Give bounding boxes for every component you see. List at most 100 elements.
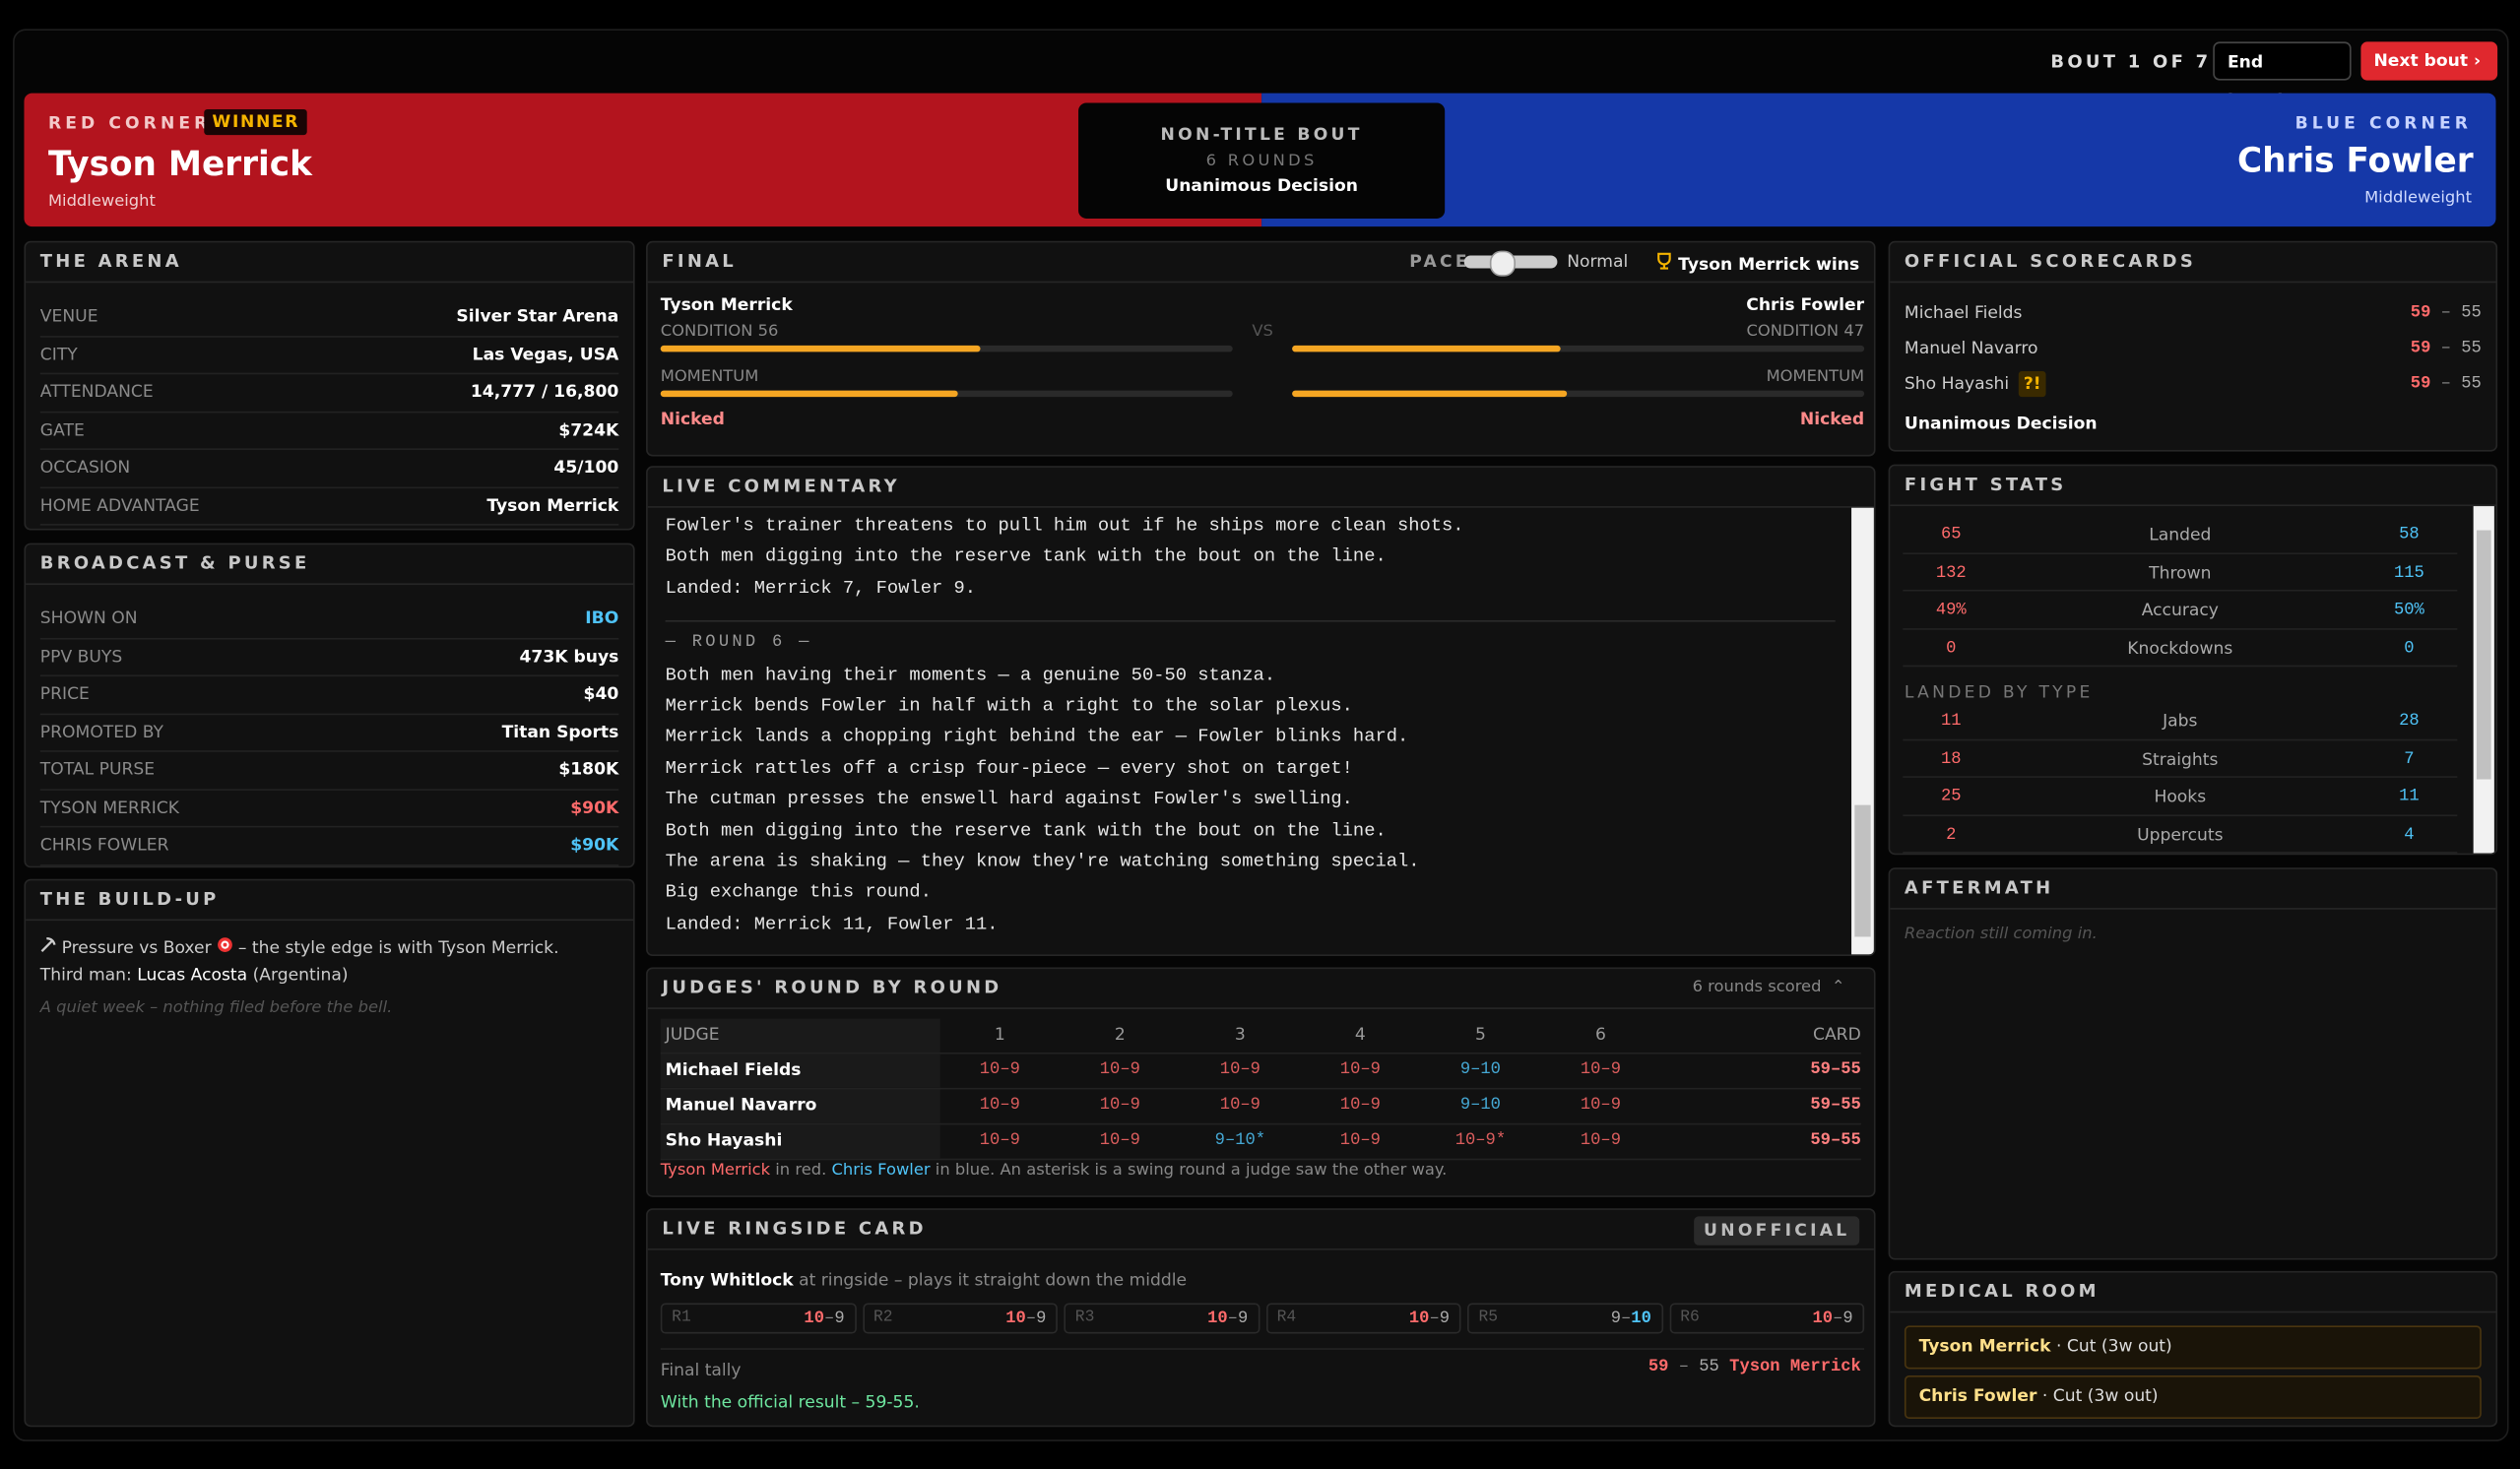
stat-label: Thrown xyxy=(2149,563,2212,583)
judge-name: Sho Hayashi xyxy=(1904,373,2010,394)
round-score: 10–9 xyxy=(804,1309,844,1328)
commentary-line: Merrick bends Fowler in half with a righ… xyxy=(665,695,1353,717)
rounds-scored[interactable]: 6 rounds scored ⌃ xyxy=(1692,978,1845,996)
judge-name: Manuel Navarro xyxy=(1904,338,2038,358)
momentum-bar xyxy=(660,390,1233,398)
blue-name: Chris Fowler xyxy=(2236,141,2474,180)
red-score: 10 xyxy=(1812,1309,1834,1328)
fighter-name: Chris Fowler xyxy=(1746,295,1865,315)
divider xyxy=(660,1348,1865,1350)
red-stat: 25 xyxy=(1940,787,1962,807)
judge-row: Michael Fields 10–9 10–9 10–9 10–9 9–10 10–9 59… xyxy=(660,1054,1861,1090)
scorecard-score: 59 – 55 xyxy=(2411,373,2482,393)
info-label: HOME ADVANTAGE xyxy=(39,495,200,516)
stat-label: Hooks xyxy=(2154,787,2207,807)
column-header: 6 xyxy=(1594,1025,1606,1045)
judge-name: Manuel Navarro xyxy=(660,1089,940,1123)
scroll-thumb[interactable] xyxy=(2476,530,2491,780)
condition-fill xyxy=(660,345,982,352)
red-score: 10 xyxy=(1005,1309,1026,1328)
commentary-log: Fowler's trainer threatens to pull him o… xyxy=(665,511,1836,940)
red-score: 10 xyxy=(1207,1309,1228,1328)
legend-red: Tyson Merrick xyxy=(660,1161,771,1180)
condition-value: 56 xyxy=(757,323,779,341)
red-name: Tyson Merrick xyxy=(47,144,312,184)
round-cell: R1 10–9 xyxy=(660,1303,857,1334)
info-label: TOTAL PURSE xyxy=(39,759,156,780)
round-score: 9–10 xyxy=(1459,1096,1501,1116)
condition-fill xyxy=(1292,345,1562,352)
score-sep: – xyxy=(1227,1309,1238,1328)
stat-row: 25 Hooks 11 xyxy=(1903,778,2458,816)
ringside-judge: Tony Whitlock at ringside – plays it str… xyxy=(661,1271,1187,1291)
bout-counter: BOUT 1 OF 7 xyxy=(2050,51,2212,73)
pace-thumb[interactable] xyxy=(1489,250,1516,277)
pace-value: Normal xyxy=(1567,252,1629,272)
panel-title: JUDGES' ROUND BY ROUND xyxy=(647,969,1874,1009)
next-bout-button[interactable]: Next bout › xyxy=(2360,41,2498,81)
blue-stat: 115 xyxy=(2393,563,2424,583)
scrollbar[interactable] xyxy=(2473,506,2494,854)
round-score: 10–9 xyxy=(979,1130,1020,1151)
momentum-fill xyxy=(1292,390,1567,398)
round-label: R3 xyxy=(1074,1309,1095,1328)
info-label: PRICE xyxy=(39,684,90,704)
pace-slider[interactable] xyxy=(1463,250,1558,277)
pace-label: PACE xyxy=(1409,252,1470,272)
stat-label: Uppercuts xyxy=(2137,825,2224,845)
injury: · Cut (3w out) xyxy=(2036,1386,2159,1406)
commentary-line: The arena is shaking — they know they're… xyxy=(665,852,1420,873)
round-score: 10–9 xyxy=(979,1096,1020,1116)
round-score: 9–10* xyxy=(1214,1130,1266,1151)
info-label: GATE xyxy=(39,419,85,440)
ringside-rounds: R1 10–9 R2 10–9 R3 10–9 R4 10–9 R5 9–10 R6 10–9 xyxy=(660,1303,1865,1334)
blue-stat: 58 xyxy=(2399,525,2420,545)
blue-score: 55 xyxy=(2461,338,2482,358)
tally-winner: Tyson Merrick xyxy=(1729,1358,1861,1377)
bout-type: NON-TITLE BOUT xyxy=(1160,125,1363,145)
scroll-thumb[interactable] xyxy=(1854,804,1871,937)
red-fighter: Tyson Merrick CONDITION 56 MOMENTUM Nicked xyxy=(660,295,1233,429)
round-score: 9–10 xyxy=(1611,1309,1651,1328)
judge-note: at ringside – plays it straight down the… xyxy=(793,1270,1188,1291)
info-row: PRICE $40 xyxy=(39,676,619,715)
commentary-line: Big exchange this round. xyxy=(665,882,932,904)
blue-score: 9 xyxy=(834,1309,845,1328)
info-label: TYSON MERRICK xyxy=(39,798,180,817)
red-stat: 65 xyxy=(1940,525,1962,545)
info-label: PPV BUYS xyxy=(39,646,123,667)
blue-score: 9 xyxy=(1237,1309,1249,1328)
info-value: $90K xyxy=(570,798,619,817)
final-panel: FINAL PACE Normal Tyson Merrick wins VS … xyxy=(646,240,1876,457)
judges-panel: JUDGES' ROUND BY ROUND 6 rounds scored ⌃… xyxy=(646,967,1876,1197)
info-row: CITY Las Vegas, USA xyxy=(39,337,619,375)
info-row: HOME ADVANTAGE Tyson Merrick xyxy=(39,487,619,526)
stat-row: 0 Knockdowns 0 xyxy=(1903,629,2458,668)
info-row: OCCASION 45/100 xyxy=(39,450,619,488)
scorecard-score: 59 – 55 xyxy=(2411,303,2482,323)
injury: · Cut (3w out) xyxy=(2050,1336,2172,1357)
judge-row: Sho Hayashi 10–9 10–9 9–10* 10–9 10–9* 10–9 59–… xyxy=(660,1124,1861,1161)
info-row: SHOWN ON IBO xyxy=(39,601,619,639)
column-header: JUDGE xyxy=(660,1018,940,1053)
round-score: 10–9 xyxy=(979,1060,1020,1080)
end-broadcast-button[interactable]: End broadcast xyxy=(2213,41,2352,111)
card-score: 59–55 xyxy=(1810,1096,1861,1116)
round-label: R1 xyxy=(672,1309,691,1328)
spacer xyxy=(1890,506,2495,516)
stat-row: 132 Thrown 115 xyxy=(1903,553,2458,592)
blue-score: 55 xyxy=(2461,302,2482,323)
score-sep: – xyxy=(2430,302,2462,323)
patient: Chris Fowler xyxy=(1918,1386,2037,1406)
scorecard-score: 59 – 55 xyxy=(2411,339,2482,358)
info-value: $724K xyxy=(558,419,619,440)
judge-row: Manuel Navarro 10–9 10–9 10–9 10–9 9–10 10–9 59… xyxy=(660,1089,1861,1125)
round-cell: R5 9–10 xyxy=(1467,1303,1663,1334)
scrollbar[interactable] xyxy=(1851,507,1874,955)
column-header: 2 xyxy=(1114,1025,1126,1045)
header-row: JUDGE 1 2 3 4 5 6 CARD xyxy=(660,1018,1861,1054)
momentum-fill xyxy=(660,390,958,398)
info-row: CHRIS FOWLER $90K xyxy=(39,827,619,865)
panel-title: AFTERMATH xyxy=(1890,869,2496,910)
